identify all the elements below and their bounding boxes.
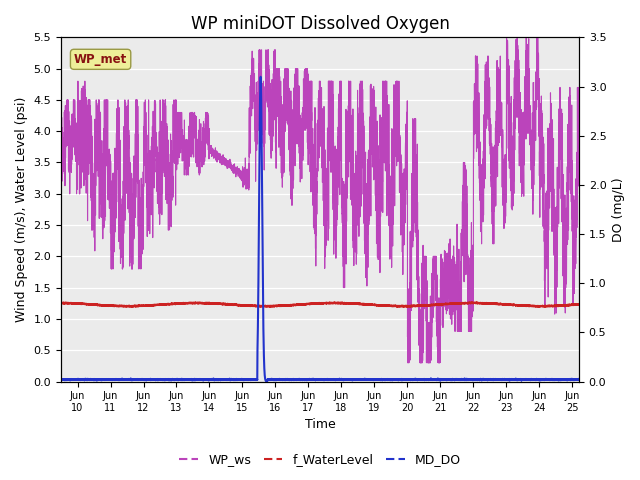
X-axis label: Time: Time: [305, 419, 335, 432]
Title: WP miniDOT Dissolved Oxygen: WP miniDOT Dissolved Oxygen: [191, 15, 449, 33]
Y-axis label: DO (mg/L): DO (mg/L): [612, 177, 625, 242]
Y-axis label: Wind Speed (m/s), Water Level (psi): Wind Speed (m/s), Water Level (psi): [15, 97, 28, 322]
Legend: WP_ws, f_WaterLevel, MD_DO: WP_ws, f_WaterLevel, MD_DO: [174, 448, 466, 471]
Text: WP_met: WP_met: [74, 53, 127, 66]
